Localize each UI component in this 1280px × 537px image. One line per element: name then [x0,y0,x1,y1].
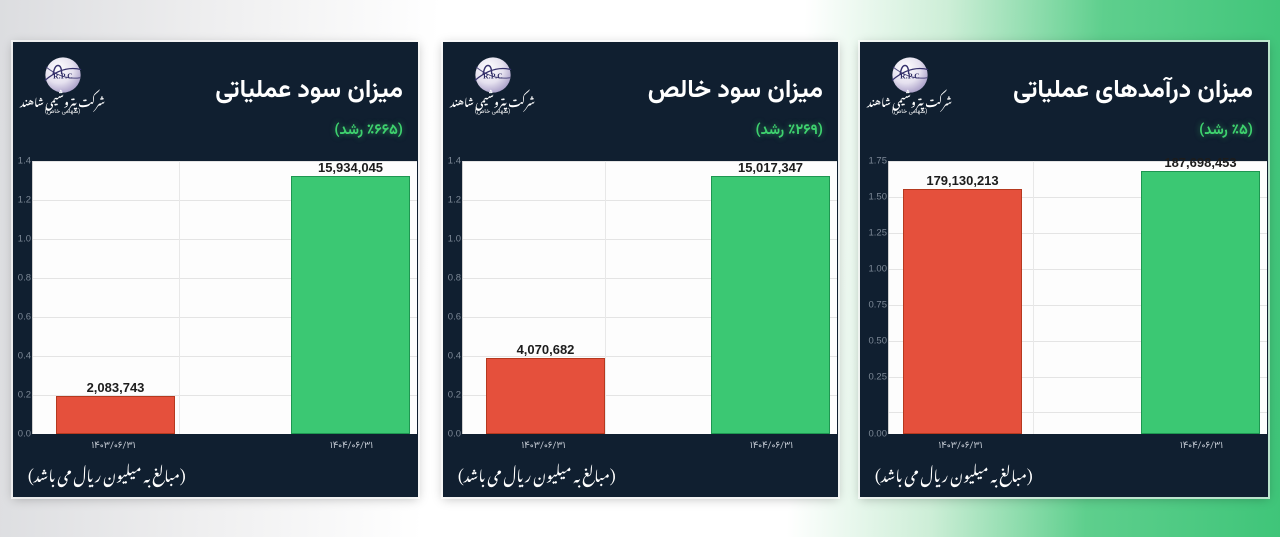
svg-text:R.P.C: R.P.C [900,72,920,81]
svg-text:R.P.C: R.P.C [483,72,503,81]
svg-text:R.P.C: R.P.C [53,72,73,81]
